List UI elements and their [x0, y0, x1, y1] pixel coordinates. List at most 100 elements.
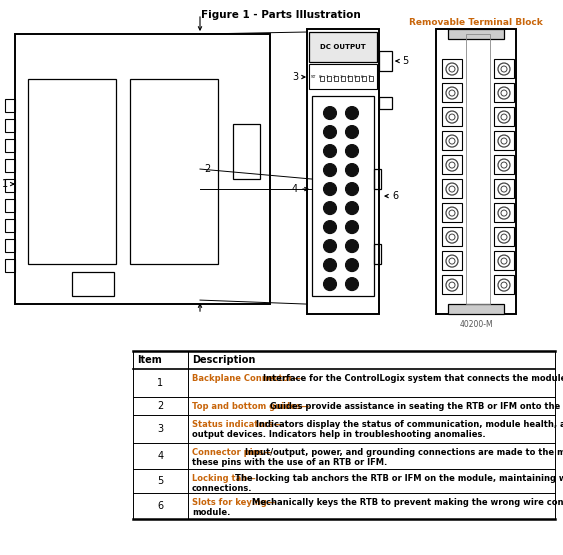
- Bar: [442, 155, 462, 174]
- Text: 6: 6: [158, 501, 164, 511]
- Bar: [494, 203, 514, 222]
- Text: Status indicators—: Status indicators—: [192, 420, 282, 429]
- Bar: [309, 32, 377, 62]
- Bar: [362, 76, 366, 81]
- Text: 1: 1: [158, 378, 164, 388]
- Text: Backplane Connector—: Backplane Connector—: [192, 374, 301, 383]
- Text: 6: 6: [361, 75, 363, 79]
- Circle shape: [324, 183, 337, 195]
- Text: The locking tab anchors the RTB or IFM on the module, maintaining wiring: The locking tab anchors the RTB or IFM o…: [235, 474, 563, 483]
- Bar: [374, 244, 381, 264]
- Text: Removable Terminal Block: Removable Terminal Block: [409, 18, 543, 27]
- Bar: [5, 199, 15, 212]
- Bar: [320, 76, 324, 81]
- Bar: [494, 83, 514, 102]
- Text: 4: 4: [158, 451, 164, 461]
- Bar: [442, 83, 462, 102]
- Bar: [494, 179, 514, 198]
- Bar: [5, 259, 15, 272]
- Circle shape: [324, 107, 337, 119]
- Bar: [233, 124, 260, 179]
- Bar: [5, 239, 15, 252]
- Bar: [341, 76, 345, 81]
- Text: Item: Item: [137, 355, 162, 365]
- Text: Guides provide assistance in seating the RTB or IFM onto the module.: Guides provide assistance in seating the…: [270, 402, 563, 411]
- Circle shape: [346, 259, 359, 271]
- Text: Slots for keying—: Slots for keying—: [192, 498, 275, 507]
- Text: ST: ST: [310, 75, 316, 79]
- Bar: [5, 179, 15, 192]
- Circle shape: [324, 125, 337, 139]
- Bar: [72, 272, 114, 296]
- Bar: [15, 34, 270, 304]
- Text: module.: module.: [192, 508, 230, 517]
- Bar: [494, 107, 514, 126]
- Bar: [436, 29, 516, 314]
- Circle shape: [346, 107, 359, 119]
- Circle shape: [324, 220, 337, 234]
- Bar: [355, 76, 359, 81]
- Text: 3: 3: [339, 75, 342, 79]
- Text: 4: 4: [292, 184, 298, 194]
- Bar: [494, 227, 514, 246]
- Text: 3: 3: [292, 72, 298, 82]
- Circle shape: [324, 164, 337, 176]
- Bar: [442, 179, 462, 198]
- Text: Indicators display the status of communication, module health, and input/: Indicators display the status of communi…: [256, 420, 563, 429]
- Bar: [442, 131, 462, 150]
- Bar: [448, 304, 504, 314]
- Bar: [307, 29, 379, 314]
- Circle shape: [346, 164, 359, 176]
- Text: output devices. Indicators help in troubleshooting anomalies.: output devices. Indicators help in troub…: [192, 430, 486, 439]
- Bar: [348, 76, 352, 81]
- Bar: [5, 119, 15, 132]
- Bar: [442, 59, 462, 78]
- Bar: [369, 76, 373, 81]
- Circle shape: [324, 278, 337, 291]
- Circle shape: [324, 259, 337, 271]
- Text: DC OUTPUT: DC OUTPUT: [320, 44, 366, 50]
- Bar: [494, 131, 514, 150]
- Circle shape: [346, 183, 359, 195]
- Bar: [442, 107, 462, 126]
- Bar: [494, 59, 514, 78]
- Circle shape: [346, 201, 359, 215]
- Text: 7: 7: [368, 75, 370, 79]
- Bar: [379, 51, 392, 71]
- Bar: [28, 79, 116, 264]
- Circle shape: [324, 144, 337, 158]
- Text: 40200-M: 40200-M: [459, 320, 493, 329]
- Bar: [312, 96, 374, 296]
- Circle shape: [324, 240, 337, 253]
- Text: 2: 2: [158, 401, 164, 411]
- Bar: [379, 97, 392, 109]
- Circle shape: [346, 220, 359, 234]
- Bar: [5, 219, 15, 232]
- Bar: [5, 139, 15, 152]
- Bar: [130, 79, 218, 264]
- Bar: [466, 34, 490, 304]
- Bar: [442, 227, 462, 246]
- Bar: [5, 99, 15, 112]
- Text: Mechanically keys the RTB to prevent making the wrong wire connections to your: Mechanically keys the RTB to prevent mak…: [252, 498, 563, 507]
- Text: Description: Description: [192, 355, 256, 365]
- Text: Interface for the ControlLogix system that connects the module to the backplane.: Interface for the ControlLogix system th…: [263, 374, 563, 383]
- Circle shape: [324, 201, 337, 215]
- Bar: [442, 251, 462, 270]
- Text: 0: 0: [319, 75, 321, 79]
- Text: these pins with the use of an RTB or IFM.: these pins with the use of an RTB or IFM…: [192, 458, 387, 467]
- Bar: [5, 159, 15, 172]
- Text: Figure 1 - Parts Illustration: Figure 1 - Parts Illustration: [201, 10, 361, 20]
- Bar: [334, 76, 338, 81]
- Text: Top and bottom guides—: Top and bottom guides—: [192, 402, 309, 411]
- Text: 6: 6: [392, 191, 398, 201]
- Text: Input/output, power, and grounding connections are made to the module through: Input/output, power, and grounding conne…: [245, 448, 563, 457]
- Text: connections.: connections.: [192, 484, 252, 493]
- Circle shape: [346, 278, 359, 291]
- Circle shape: [346, 125, 359, 139]
- Bar: [309, 64, 377, 89]
- Text: 2: 2: [333, 75, 336, 79]
- Text: 5: 5: [158, 476, 164, 486]
- Bar: [442, 275, 462, 294]
- Text: Locking tab—: Locking tab—: [192, 474, 256, 483]
